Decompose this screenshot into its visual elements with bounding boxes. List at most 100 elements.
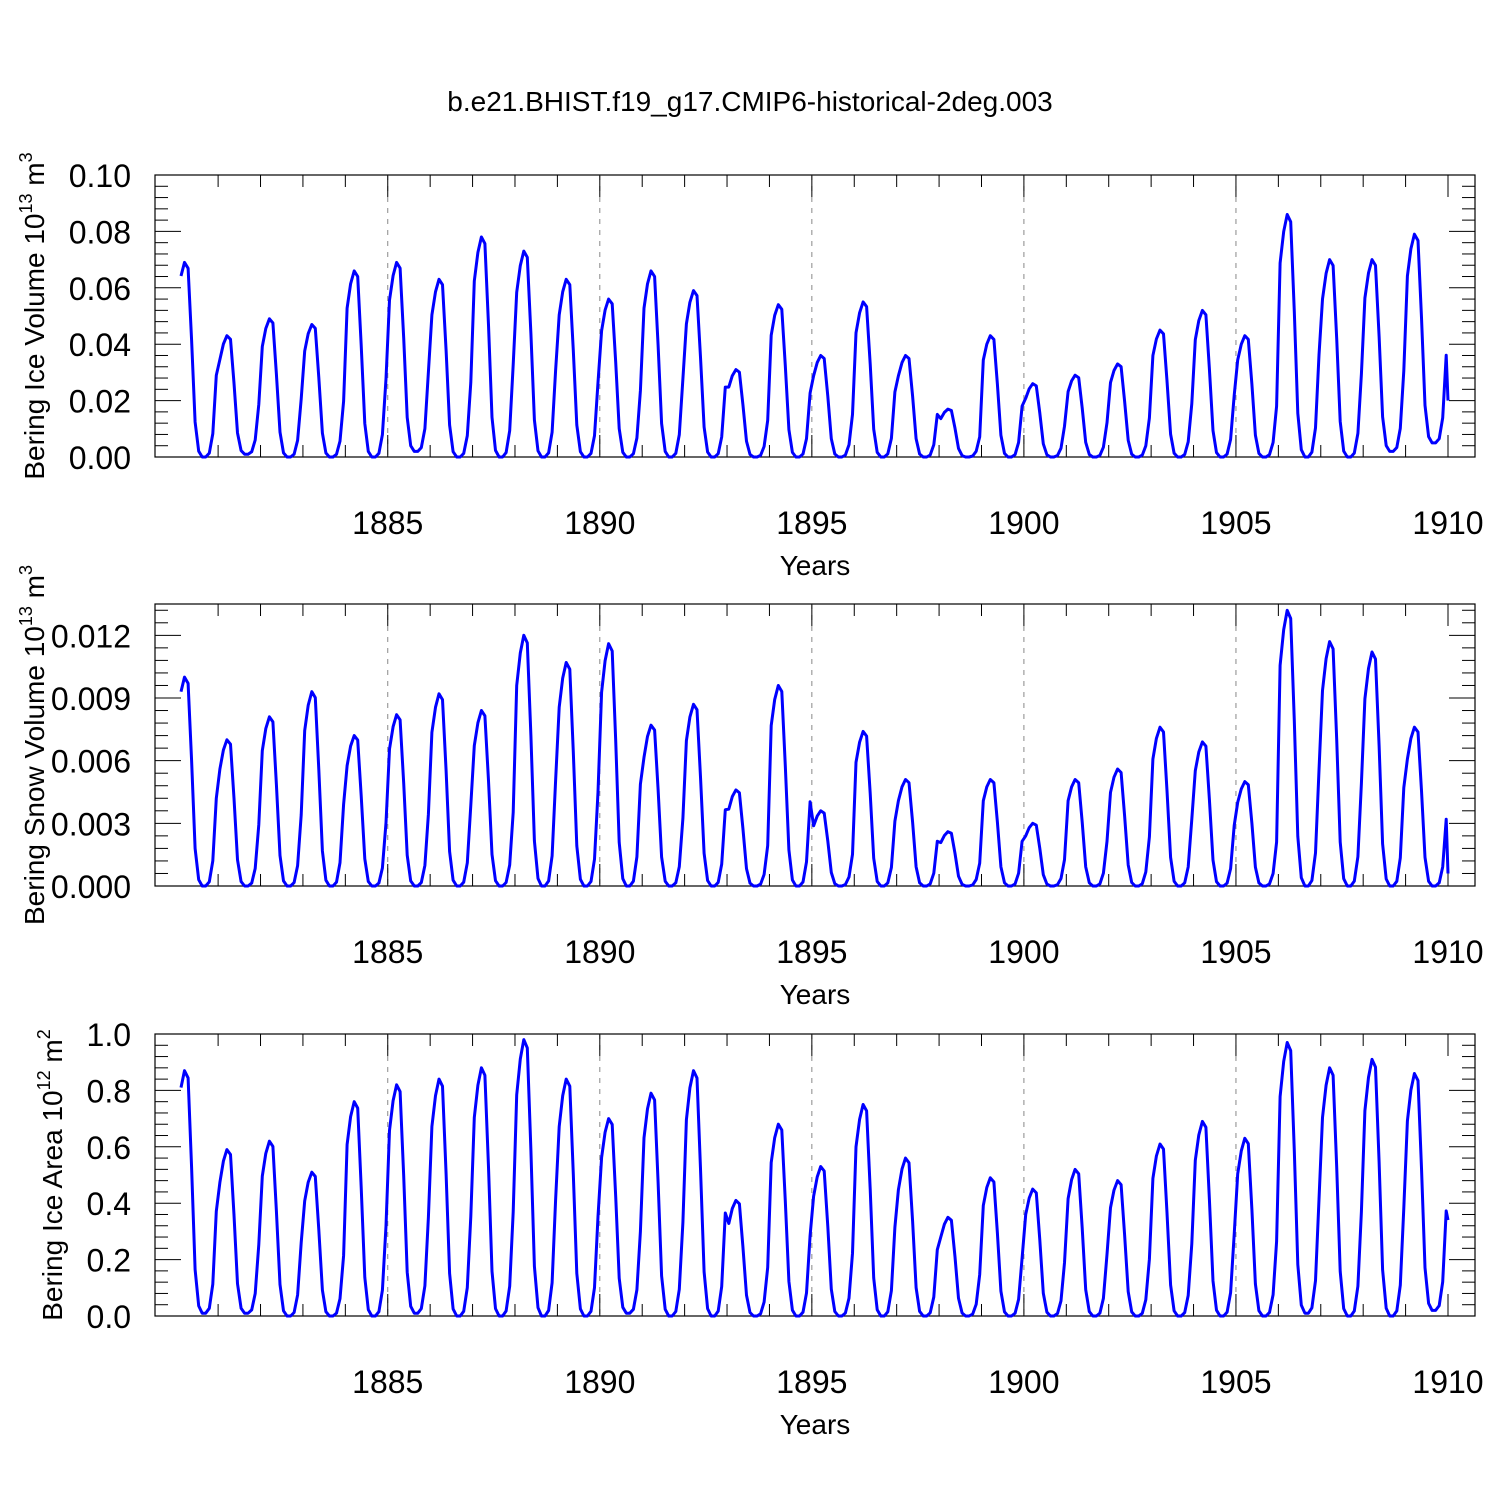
data-point-peak [777, 1123, 780, 1126]
data-point-peak [523, 1038, 525, 1041]
series-line-snow-volume [179, 608, 1450, 888]
data-point-peak [1243, 334, 1246, 337]
y-tick-label: 0.10 [69, 158, 131, 194]
data-point-peak [735, 368, 737, 371]
x-tick-label: 1910 [1412, 1364, 1483, 1400]
y-tick-label: 0.04 [69, 327, 131, 363]
data-point-peak [1031, 1188, 1034, 1190]
x-tick-label: 1895 [776, 1364, 847, 1400]
data-point-peak [904, 354, 907, 357]
data-point-peak [310, 323, 313, 326]
data-point-peak [1328, 1067, 1331, 1069]
data-point-peak [989, 1177, 992, 1179]
series-line-ice-volume [179, 213, 1450, 459]
data-point-peak [438, 1078, 440, 1080]
data-point-peak [650, 270, 652, 272]
data-point-peak [1201, 309, 1204, 312]
data-point-peak [989, 778, 992, 781]
data-point-peak [395, 1083, 398, 1086]
x-tick-label: 1905 [1200, 1364, 1271, 1400]
y-tick-label: 0.009 [51, 681, 131, 717]
y-axis-title: Bering Ice Area 1012 m2 [34, 1029, 68, 1321]
data-point-peak [395, 261, 398, 264]
data-point-peak [947, 830, 949, 833]
data-point-peak [1201, 1120, 1204, 1123]
x-tick-label: 1910 [1412, 934, 1483, 970]
plot-frame [154, 603, 1476, 887]
x-tick-label: 1900 [988, 934, 1059, 970]
data-point-peak [353, 734, 355, 737]
x-tick-label: 1905 [1200, 505, 1271, 541]
data-point-peak [692, 703, 695, 706]
data-point-peak [1286, 213, 1288, 216]
data-point-peak [650, 724, 652, 726]
y-tick-label: 0.0 [87, 1299, 131, 1335]
data-point-peak [947, 1216, 949, 1219]
series-line-ice-area [179, 1038, 1450, 1318]
data-point-peak [565, 1078, 568, 1080]
y-axis-title: Bering Ice Volume 1013 m3 [16, 152, 50, 479]
data-point-peak [607, 298, 610, 300]
x-tick-label: 1890 [564, 1364, 635, 1400]
chart-title: b.e21.BHIST.f19_g17.CMIP6-historical-2de… [447, 86, 1052, 117]
x-tick-label: 1910 [1412, 505, 1483, 541]
data-point-peak [1328, 258, 1331, 261]
x-tick-label: 1900 [988, 505, 1059, 541]
data-point-peak [1074, 1168, 1076, 1171]
data-point-peak [226, 334, 228, 337]
y-tick-label: 1.0 [87, 1017, 131, 1053]
x-tick-label: 1890 [564, 934, 635, 970]
plot-frame [154, 174, 1476, 458]
data-point-peak [183, 676, 186, 678]
data-point-peak [1413, 1072, 1416, 1075]
x-tick-label: 1905 [1200, 934, 1271, 970]
data-point-peak [650, 1092, 652, 1095]
x-axis-title: Years [780, 550, 851, 581]
data-point-peak [480, 1067, 483, 1069]
data-point-peak [1159, 1143, 1161, 1145]
y-tick-label: 0.6 [87, 1130, 131, 1166]
x-tick-label: 1900 [988, 1364, 1059, 1400]
data-point-peak [777, 684, 780, 687]
data-point-peak [523, 250, 525, 252]
data-point-peak [183, 1069, 186, 1072]
data-point-peak [862, 301, 864, 303]
data-point-peak [1074, 778, 1076, 781]
data-point-peak [1328, 640, 1331, 643]
data-point-peak [480, 709, 483, 712]
y-tick-label: 0.06 [69, 271, 131, 307]
data-point-peak [1031, 822, 1034, 825]
data-point-peak [1413, 726, 1416, 729]
y-tick-label: 0.00 [69, 440, 131, 476]
data-point-peak [1116, 1179, 1119, 1182]
data-point-peak [310, 690, 313, 693]
panel-snow-volume: 0.000 0.003 0.006 0.009 0.012 1885 1890 1895 190… [16, 565, 1484, 1010]
x-axis-title: Years [780, 1409, 851, 1440]
data-point-peak [1413, 233, 1416, 236]
chart-panels: 0.00 0.02 0.04 0.06 0.08 0.10 1885 1890 1895 1900… [16, 152, 1484, 1440]
y-tick-label: 0.2 [87, 1243, 131, 1279]
data-point-peak [353, 1100, 355, 1103]
plot-frame [154, 1033, 1476, 1317]
y-tick-label: 0.02 [69, 384, 131, 420]
x-tick-label: 1895 [776, 934, 847, 970]
data-point-peak [735, 1199, 737, 1202]
data-point-peak [1371, 651, 1373, 653]
data-point-peak [819, 810, 822, 812]
data-point-peak [1371, 1058, 1373, 1061]
panel-ice-area: 0.0 0.2 0.4 0.6 0.8 1.0 1885 1890 1895 1900 1905 19… [34, 1017, 1484, 1440]
x-tick-label: 1885 [352, 1364, 423, 1400]
data-point-peak [565, 278, 568, 281]
data-point-peak [268, 716, 271, 718]
data-point-peak [607, 1117, 610, 1120]
data-point-peak [1201, 741, 1204, 743]
y-axis-title: Bering Snow Volume 1013 m3 [16, 565, 50, 925]
x-axis-title: Years [780, 979, 851, 1010]
y-tick-label: 0.4 [87, 1186, 131, 1222]
data-point-peak [353, 270, 355, 272]
x-tick-label: 1890 [564, 505, 635, 541]
data-point-peak [268, 318, 271, 320]
x-tick-label: 1885 [352, 505, 423, 541]
y-tick-label: 0.000 [51, 869, 131, 905]
